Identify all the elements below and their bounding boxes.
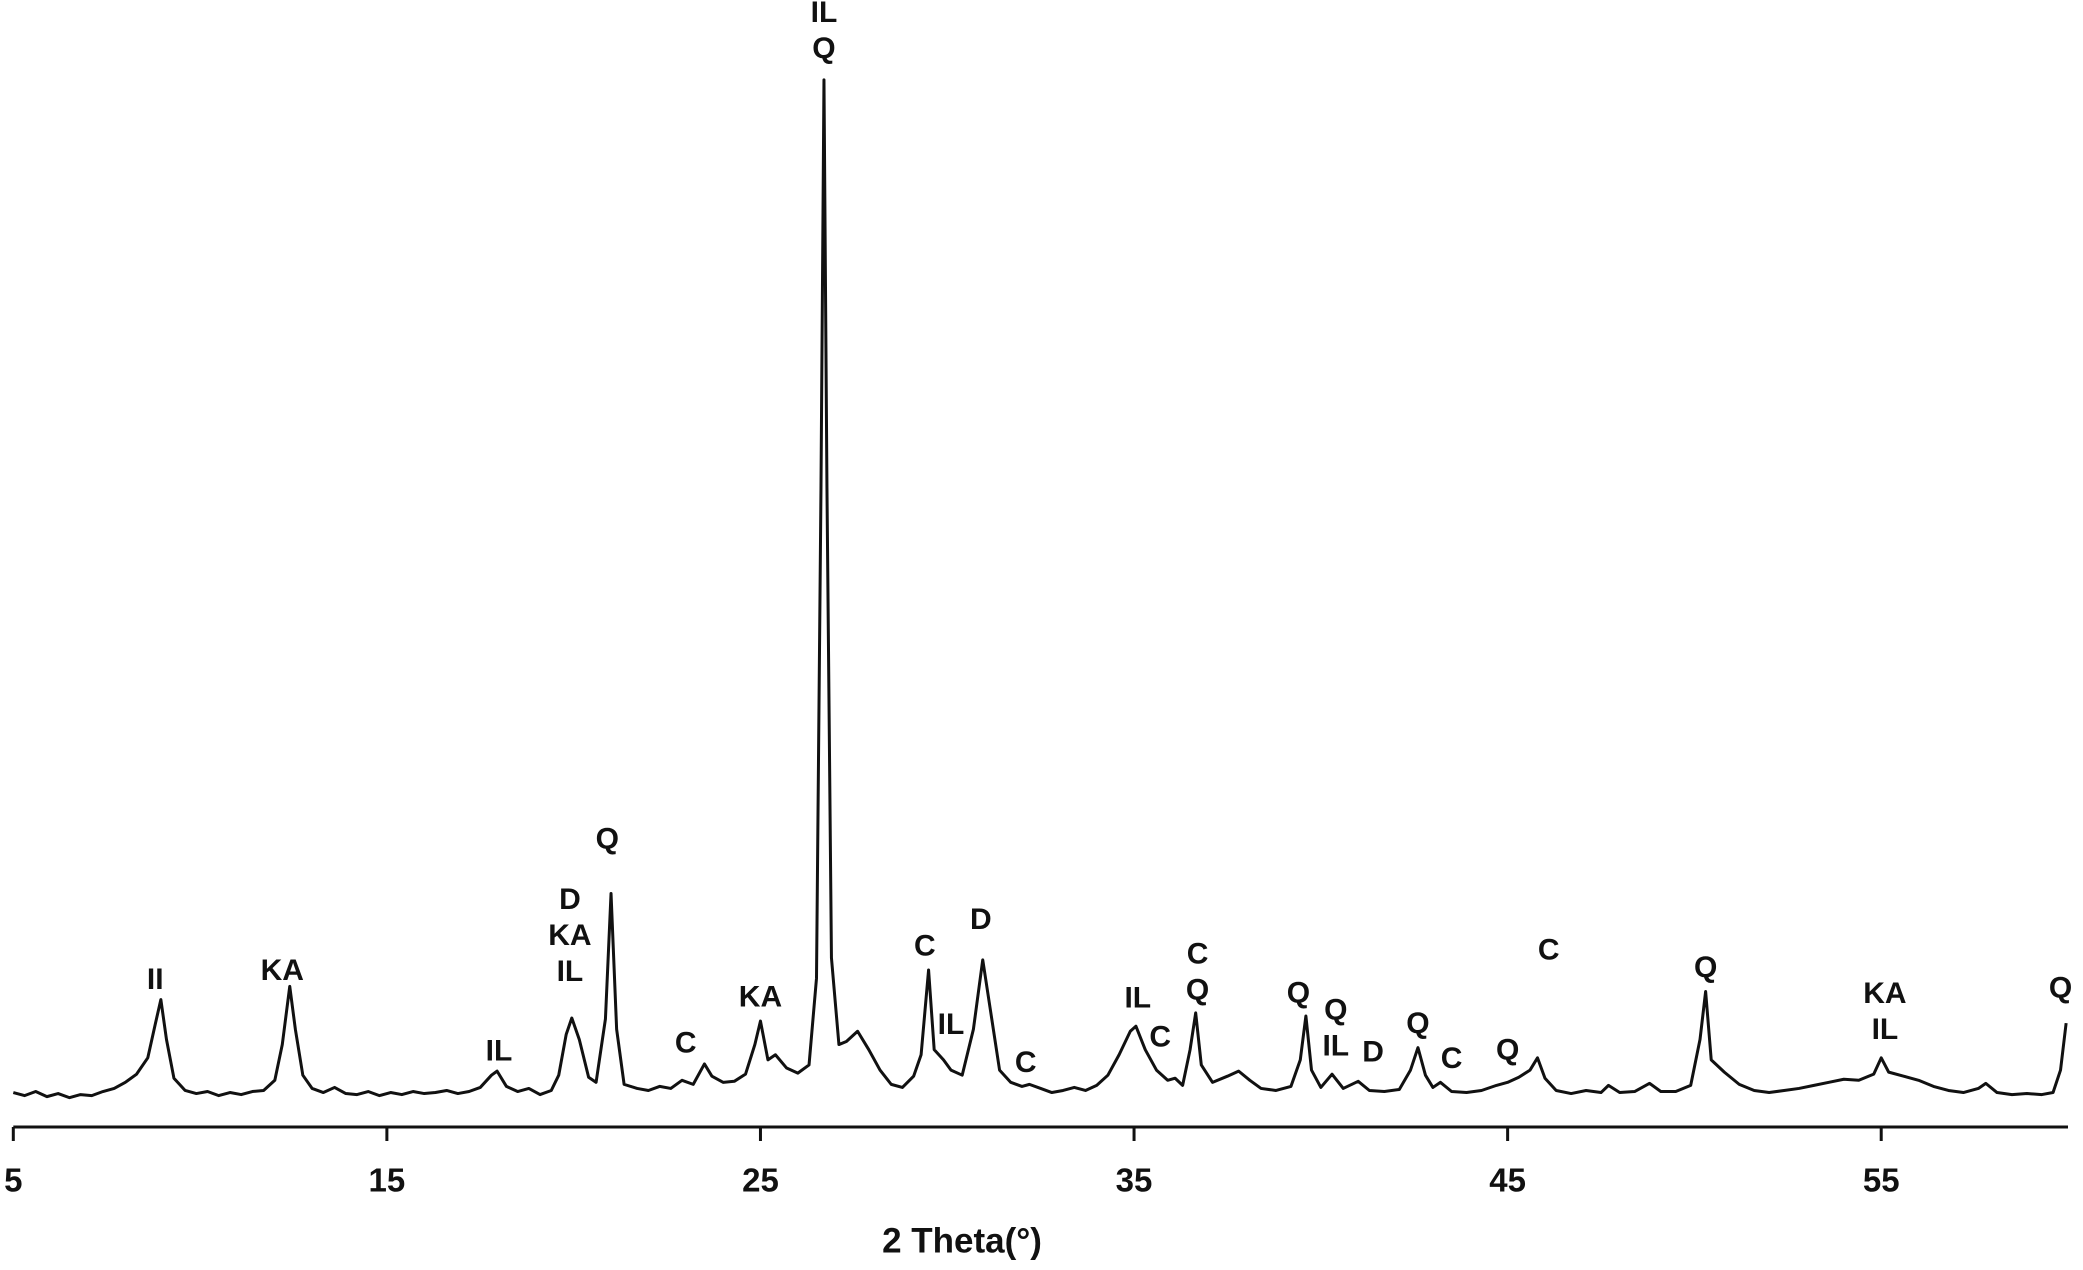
peak-label: IL	[486, 1035, 513, 1068]
peak-label: Q	[812, 32, 835, 65]
peak-label: Q	[1694, 951, 1717, 984]
x-tick-label: 45	[1489, 1162, 1526, 1199]
x-tick-label: 35	[1116, 1162, 1153, 1199]
peak-label: KA	[548, 919, 591, 952]
peak-label: Q	[1406, 1007, 1429, 1040]
peak-label: IL	[1322, 1030, 1349, 1063]
peak-label: IL	[557, 955, 584, 988]
peak-label: C	[1441, 1042, 1463, 1075]
peak-label: Q	[1287, 976, 1310, 1009]
x-axis-title: 2 Theta(°)	[882, 1221, 1042, 1260]
peak-label: IL	[1124, 982, 1151, 1015]
peak-label: Q	[1186, 973, 1209, 1006]
peak-label: KA	[261, 954, 304, 987]
peak-label: Q	[596, 822, 619, 855]
peak-label: C	[675, 1026, 697, 1059]
peak-label: C	[1015, 1046, 1037, 1079]
peak-label: D	[970, 903, 992, 936]
peak-label: Q	[2049, 971, 2072, 1004]
x-tick-label: 5	[4, 1162, 22, 1199]
peak-label: C	[1149, 1020, 1171, 1053]
peak-label: IL	[938, 1008, 965, 1041]
peak-label: II	[147, 963, 164, 996]
x-tick-label: 25	[742, 1162, 779, 1199]
peak-label: IL	[811, 0, 838, 29]
x-tick-label: 55	[1863, 1162, 1900, 1199]
peak-label: Q	[1496, 1034, 1519, 1067]
peak-label: Q	[1324, 994, 1347, 1027]
peak-label: C	[1187, 937, 1209, 970]
peak-label: IL	[1872, 1013, 1899, 1046]
peak-label: C	[914, 929, 936, 962]
peak-label: C	[1538, 934, 1560, 967]
peak-label: KA	[1863, 977, 1906, 1010]
peak-label: D	[1362, 1036, 1384, 1069]
peak-label: KA	[739, 981, 782, 1014]
peak-label: D	[559, 883, 581, 916]
xrd-pattern	[12, 78, 2068, 1100]
x-tick-label: 15	[369, 1162, 406, 1199]
